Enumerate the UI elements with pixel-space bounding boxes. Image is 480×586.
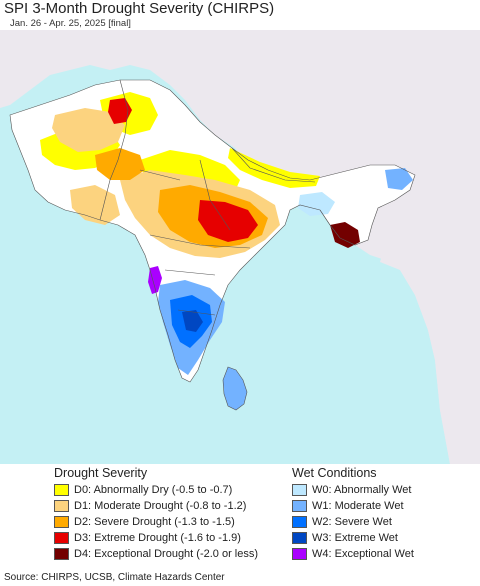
legend-item-d1: D1: Moderate Drought (-0.8 to -1.2): [54, 498, 290, 514]
swatch-w3: [292, 532, 307, 544]
source-credit: Source: CHIRPS, UCSB, Climate Hazards Ce…: [4, 572, 225, 583]
d4-region-bangladesh: [330, 222, 360, 248]
swatch-w2: [292, 516, 307, 528]
legend-item-w4: W4: Exceptional Wet: [292, 546, 472, 562]
map-subtitle: Jan. 26 - Apr. 25, 2025 [final]: [10, 18, 131, 29]
land-outside: [0, 30, 480, 464]
w1-region-northeast: [385, 168, 413, 190]
legend-item-w2: W2: Severe Wet: [292, 514, 472, 530]
legend-label-w2: W2: Severe Wet: [312, 516, 392, 528]
d1-region-pakistan: [52, 108, 125, 152]
swatch-d2: [54, 516, 69, 528]
swatch-w1: [292, 500, 307, 512]
borders: [9, 79, 416, 411]
w0-region-northeast: [298, 192, 335, 216]
d1-region-gujarat: [70, 185, 120, 225]
swatch-d4: [54, 548, 69, 560]
legend-label-d4: D4: Exceptional Drought (-2.0 or less): [74, 548, 259, 560]
legend-drought: Drought Severity D0: Abnormally Dry (-0.…: [54, 464, 290, 562]
legend-item-w1: W1: Moderate Wet: [292, 498, 472, 514]
legend-label-w0: W0: Abnormally Wet: [312, 484, 412, 496]
land-myanmar: [380, 220, 480, 464]
legend-item-w0: W0: Abnormally Wet: [292, 482, 472, 498]
land-sri-lanka: [223, 367, 247, 410]
legend-label-d3: D3: Extreme Drought (-1.6 to -1.9): [74, 532, 241, 544]
legend-wet-heading: Wet Conditions: [292, 466, 377, 480]
w3-region-south: [182, 310, 203, 332]
swatch-w4: [292, 548, 307, 560]
swatch-w0: [292, 484, 307, 496]
drought-map: [0, 30, 480, 464]
legend-label-d0: D0: Abnormally Dry (-0.5 to -0.7): [74, 484, 233, 496]
d3-region-northwest: [108, 98, 132, 124]
legend-label-w3: W3: Extreme Wet: [312, 532, 398, 544]
swatch-d3: [54, 532, 69, 544]
legend-label-w1: W1: Moderate Wet: [312, 500, 404, 512]
w4-region-west-coast: [148, 266, 162, 294]
legend-item-d0: D0: Abnormally Dry (-0.5 to -0.7): [54, 482, 290, 498]
map-title: SPI 3-Month Drought Severity (CHIRPS): [4, 0, 275, 17]
swatch-d1: [54, 500, 69, 512]
legend-wet: Wet Conditions W0: Abnormally Wet W1: Mo…: [292, 464, 472, 562]
d2-region-rajasthan: [95, 148, 145, 180]
legend-item-w3: W3: Extreme Wet: [292, 530, 472, 546]
legend-label-d2: D2: Severe Drought (-1.3 to -1.5): [74, 516, 235, 528]
legend-item-d3: D3: Extreme Drought (-1.6 to -1.9): [54, 530, 290, 546]
legend-label-d1: D1: Moderate Drought (-0.8 to -1.2): [74, 500, 247, 512]
d0-region-north-strip: [228, 148, 320, 188]
legend-label-w4: W4: Exceptional Wet: [312, 548, 414, 560]
legend-drought-heading: Drought Severity: [54, 466, 148, 480]
d3-region-central: [198, 200, 258, 242]
swatch-d0: [54, 484, 69, 496]
legend-item-d4: D4: Exceptional Drought (-2.0 or less): [54, 546, 290, 562]
legend-item-d2: D2: Severe Drought (-1.3 to -1.5): [54, 514, 290, 530]
